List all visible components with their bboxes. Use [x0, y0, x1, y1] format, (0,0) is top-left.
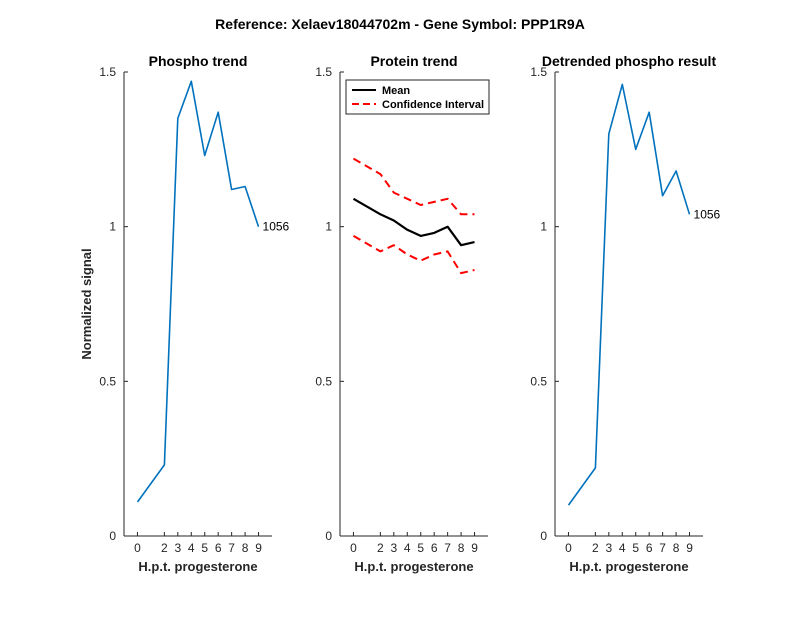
x-tick-label: 5	[201, 541, 208, 555]
series-line-mean	[352, 197, 475, 247]
x-tick-label: 8	[458, 541, 465, 555]
x-axis-label: H.p.t. progesterone	[354, 559, 473, 574]
x-tick-label: 6	[646, 541, 653, 555]
x-tick-label: 3	[605, 541, 612, 555]
series-line-3	[353, 235, 475, 275]
x-tick-label: 0	[350, 541, 357, 555]
y-tick-label: 0	[325, 529, 332, 543]
legend-label: Mean	[382, 85, 410, 97]
x-tick-label: 5	[632, 541, 639, 555]
chart-panel-2: Protein trend 0 2 3 4 5 6 7 8 9 0 0.5 1 1.5 H.p.t. pro…	[315, 53, 490, 574]
x-axis-label: H.p.t. progesterone	[569, 559, 688, 574]
y-tick-label: 0.5	[315, 374, 332, 388]
y-tick-label: 0.5	[99, 374, 116, 388]
y-tick-label: 1	[325, 220, 332, 234]
x-tick-label: 8	[242, 541, 249, 555]
y-tick-label: 1	[540, 220, 547, 234]
y-tick-label: 0	[109, 529, 116, 543]
x-tick-label: 2	[592, 541, 599, 555]
x-tick-label: 8	[673, 541, 680, 555]
legend-box	[345, 79, 490, 115]
y-tick-label: 1.5	[99, 65, 116, 79]
x-tick-label: 2	[377, 541, 384, 555]
x-tick-label: 2	[161, 541, 168, 555]
x-tick-label: 6	[215, 541, 222, 555]
panel-title: Phospho trend	[149, 53, 248, 69]
x-axis-label: H.p.t. progesterone	[138, 559, 257, 574]
series-line-confidence-interval	[353, 157, 475, 216]
series-line-1	[136, 80, 260, 503]
x-tick-label: 9	[686, 541, 693, 555]
y-tick-label: 0.5	[530, 374, 547, 388]
x-tick-label: 7	[444, 541, 451, 555]
panel-title: Detrended phospho result	[542, 53, 717, 69]
x-tick-label: 4	[619, 541, 626, 555]
x-tick-label: 9	[255, 541, 262, 555]
point-annotation: 1056	[263, 220, 290, 234]
y-tick-label: 1.5	[315, 65, 332, 79]
chart-panel-3: Detrended phospho result 0 2 3 4 5 6 7 8 9 0 0.5 1 1.…	[530, 53, 720, 574]
x-tick-label: 6	[431, 541, 438, 555]
figure-suptitle: Reference: Xelaev18044702m - Gene Symbol…	[215, 16, 585, 32]
x-tick-label: 9	[471, 541, 478, 555]
x-tick-label: 3	[390, 541, 397, 555]
point-annotation: 1056	[694, 207, 721, 221]
x-tick-label: 4	[188, 541, 195, 555]
x-tick-label: 0	[134, 541, 141, 555]
panel-title: Protein trend	[370, 53, 457, 69]
figure-ylabel: Normalized signal	[79, 248, 94, 359]
y-tick-label: 1.5	[530, 65, 547, 79]
y-tick-label: 1	[109, 220, 116, 234]
chart-panel-1: Phospho trend 0 2 3 4 5 6 7 8 9 0 0.5 1 1.5 H.p.t. pro…	[99, 53, 289, 574]
x-tick-label: 0	[565, 541, 572, 555]
y-tick-label: 0	[540, 529, 547, 543]
series-line-1	[567, 83, 691, 506]
x-tick-label: 7	[228, 541, 235, 555]
x-tick-label: 5	[417, 541, 424, 555]
legend-label: Confidence Interval	[382, 99, 484, 111]
x-tick-label: 7	[659, 541, 666, 555]
x-tick-label: 3	[174, 541, 181, 555]
x-tick-label: 4	[404, 541, 411, 555]
